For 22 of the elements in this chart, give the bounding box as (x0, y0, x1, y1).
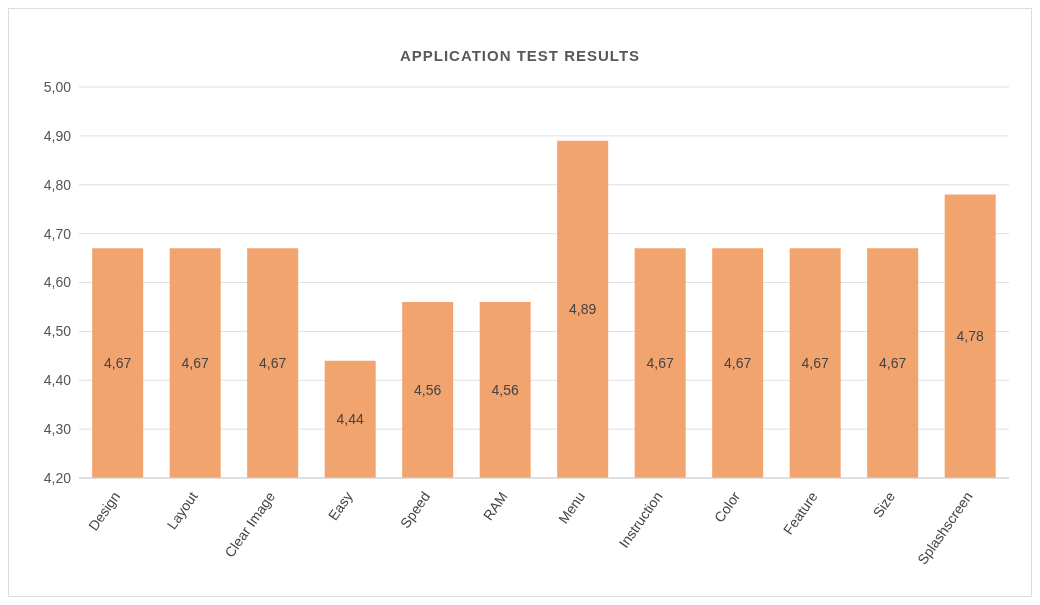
data-label: 4,44 (336, 411, 365, 428)
y-tick-label: 4,50 (43, 323, 72, 340)
y-tick-label: 4,90 (43, 127, 72, 144)
data-label: 4,67 (724, 355, 752, 372)
chart-title: APPLICATION TEST RESULTS (398, 46, 642, 66)
data-label: 4,67 (801, 355, 830, 372)
data-label: 4,67 (181, 355, 210, 372)
y-tick-label: 4,40 (43, 372, 72, 389)
y-tick-label: 5,00 (43, 78, 72, 95)
y-tick-label: 4,60 (43, 274, 72, 291)
y-tick-label: 4,70 (43, 225, 72, 242)
y-tick-label: 4,80 (43, 176, 72, 193)
data-label: 4,67 (104, 355, 132, 372)
y-tick-label: 4,20 (43, 469, 72, 486)
data-label: 4,67 (879, 355, 907, 372)
data-label: 4,56 (491, 381, 520, 398)
data-label: 4,89 (569, 301, 597, 318)
data-label: 4,56 (414, 381, 442, 398)
data-label: 4,67 (259, 355, 287, 372)
y-tick-label: 4,30 (43, 421, 72, 438)
data-label: 4,78 (956, 328, 985, 345)
data-label: 4,67 (646, 355, 675, 372)
